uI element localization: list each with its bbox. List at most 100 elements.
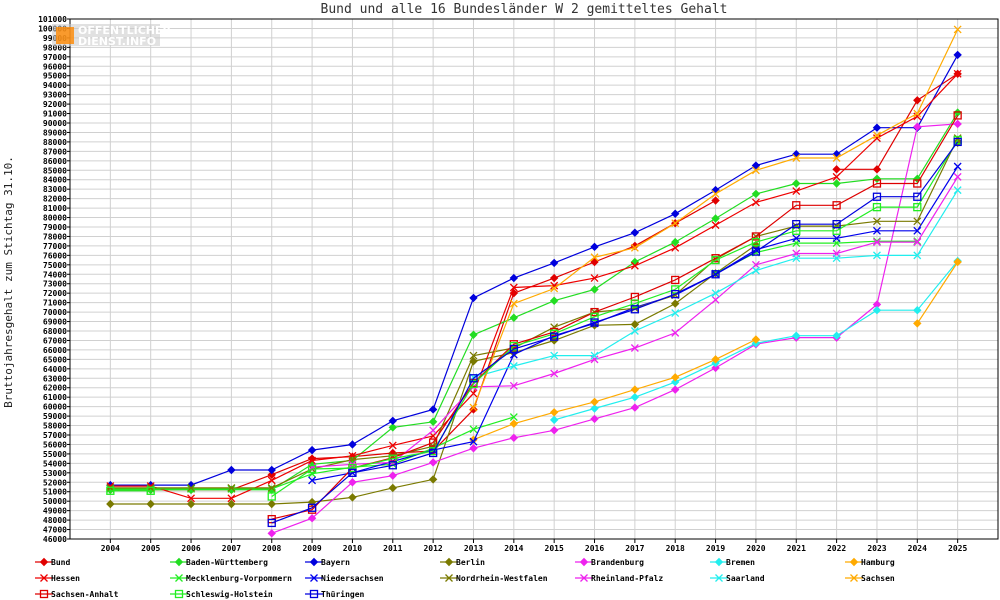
legend-item: Niedersachsen	[305, 573, 384, 583]
data-point	[227, 483, 236, 492]
x-tick-label: 2015	[545, 544, 564, 553]
data-point	[913, 305, 922, 315]
y-tick-label: 83000	[43, 185, 67, 194]
legend-label: Berlin	[456, 557, 485, 567]
y-tick-label: 70000	[43, 308, 67, 317]
data-point	[872, 131, 881, 140]
data-point	[388, 471, 397, 480]
series-bayern	[106, 50, 962, 490]
data-point	[469, 425, 478, 434]
legend-item: Mecklenburg-Vorpommern	[170, 574, 292, 583]
data-point	[751, 266, 760, 275]
data-point	[630, 299, 640, 308]
legend-label: Bayern	[321, 558, 350, 567]
series-sachsen	[469, 25, 962, 412]
x-tick-label: 2017	[625, 544, 644, 553]
y-tick-label: 96000	[43, 62, 67, 71]
y-tick-label: 60000	[43, 403, 67, 412]
y-tick-label: 56000	[43, 440, 67, 449]
data-point	[549, 273, 559, 283]
data-point	[953, 162, 962, 171]
legend-label: Mecklenburg-Vorpommern	[186, 574, 292, 583]
data-point	[348, 493, 357, 502]
data-point	[388, 416, 397, 426]
data-point	[913, 112, 922, 121]
y-tick-label: 53000	[43, 469, 67, 478]
y-tick-label: 46000	[43, 535, 67, 544]
logo: OFFENTLICHER DIENST.INFO	[52, 24, 171, 48]
y-tick-label: 81000	[43, 204, 67, 213]
legend-swatch-marker	[850, 574, 858, 582]
data-point	[751, 260, 760, 269]
data-point	[913, 238, 922, 247]
data-point	[550, 332, 559, 341]
data-point	[550, 284, 559, 293]
data-point	[590, 257, 599, 267]
x-tick-label: 2009	[302, 544, 321, 553]
data-point	[509, 344, 518, 354]
data-point	[590, 307, 599, 317]
y-tick-label: 90000	[43, 119, 67, 128]
data-point	[913, 319, 922, 328]
y-tick-label: 64000	[43, 365, 67, 374]
data-point	[953, 257, 962, 267]
data-point	[590, 285, 599, 294]
y-tick-label: 78000	[43, 232, 67, 241]
data-point	[832, 179, 841, 188]
data-point	[106, 499, 115, 509]
data-point	[953, 186, 962, 195]
data-point	[630, 228, 640, 237]
legend-swatch-marker	[309, 589, 319, 599]
data-point	[671, 373, 680, 382]
y-tick-label: 101000	[38, 15, 67, 24]
y-tick-label: 57000	[43, 431, 67, 440]
legend-item: Bremen	[710, 557, 755, 567]
y-tick-label: 47000	[43, 526, 67, 535]
data-point	[872, 217, 881, 226]
y-tick-label: 88000	[43, 138, 67, 147]
data-point	[428, 417, 438, 426]
data-point	[388, 441, 397, 450]
data-point	[913, 251, 922, 260]
data-point	[267, 529, 276, 538]
x-tick-label: 2019	[706, 544, 725, 553]
data-point	[469, 437, 478, 446]
y-tick-label: 91000	[43, 110, 67, 119]
data-point	[751, 335, 761, 344]
data-point	[832, 165, 841, 174]
data-point	[913, 202, 922, 212]
y-tick-label: 93000	[43, 91, 67, 100]
data-point	[388, 461, 397, 470]
x-tick-label: 2011	[383, 544, 402, 553]
data-point	[307, 464, 317, 474]
y-tick-label: 79000	[43, 223, 67, 232]
data-point	[751, 232, 761, 241]
data-point	[671, 299, 680, 308]
series-hamburg	[469, 257, 962, 444]
legend-item: Baden-Württemberg	[170, 557, 268, 567]
data-point	[307, 445, 317, 455]
y-tick-label: 58000	[43, 422, 67, 431]
x-tick-label: 2024	[908, 544, 927, 553]
y-axis-label: Bruttojahresgehalt zum Stichtag 31.10.	[2, 156, 15, 408]
x-tick-label: 2012	[423, 544, 442, 553]
y-tick-label: 94000	[43, 81, 67, 90]
x-tick-label: 2006	[181, 544, 200, 553]
y-tick-label: 50000	[43, 497, 67, 506]
data-point	[469, 389, 478, 398]
data-point	[832, 172, 841, 181]
data-point	[751, 198, 760, 207]
y-tick-label: 75000	[43, 261, 67, 270]
data-point	[267, 470, 276, 479]
legend: Bund Baden-Württemberg Bayern Berlin Branden…	[35, 557, 895, 599]
x-tick-label: 2016	[585, 544, 604, 553]
data-point	[751, 161, 761, 170]
y-tick-label: 48000	[43, 516, 67, 525]
legend-item: Saarland	[710, 574, 765, 583]
data-point	[348, 478, 357, 487]
legend-swatch-marker	[40, 574, 48, 582]
series-line	[271, 141, 959, 524]
data-point	[227, 465, 236, 475]
x-tick-label: 2022	[827, 544, 846, 553]
legend-swatch-marker	[39, 589, 49, 599]
